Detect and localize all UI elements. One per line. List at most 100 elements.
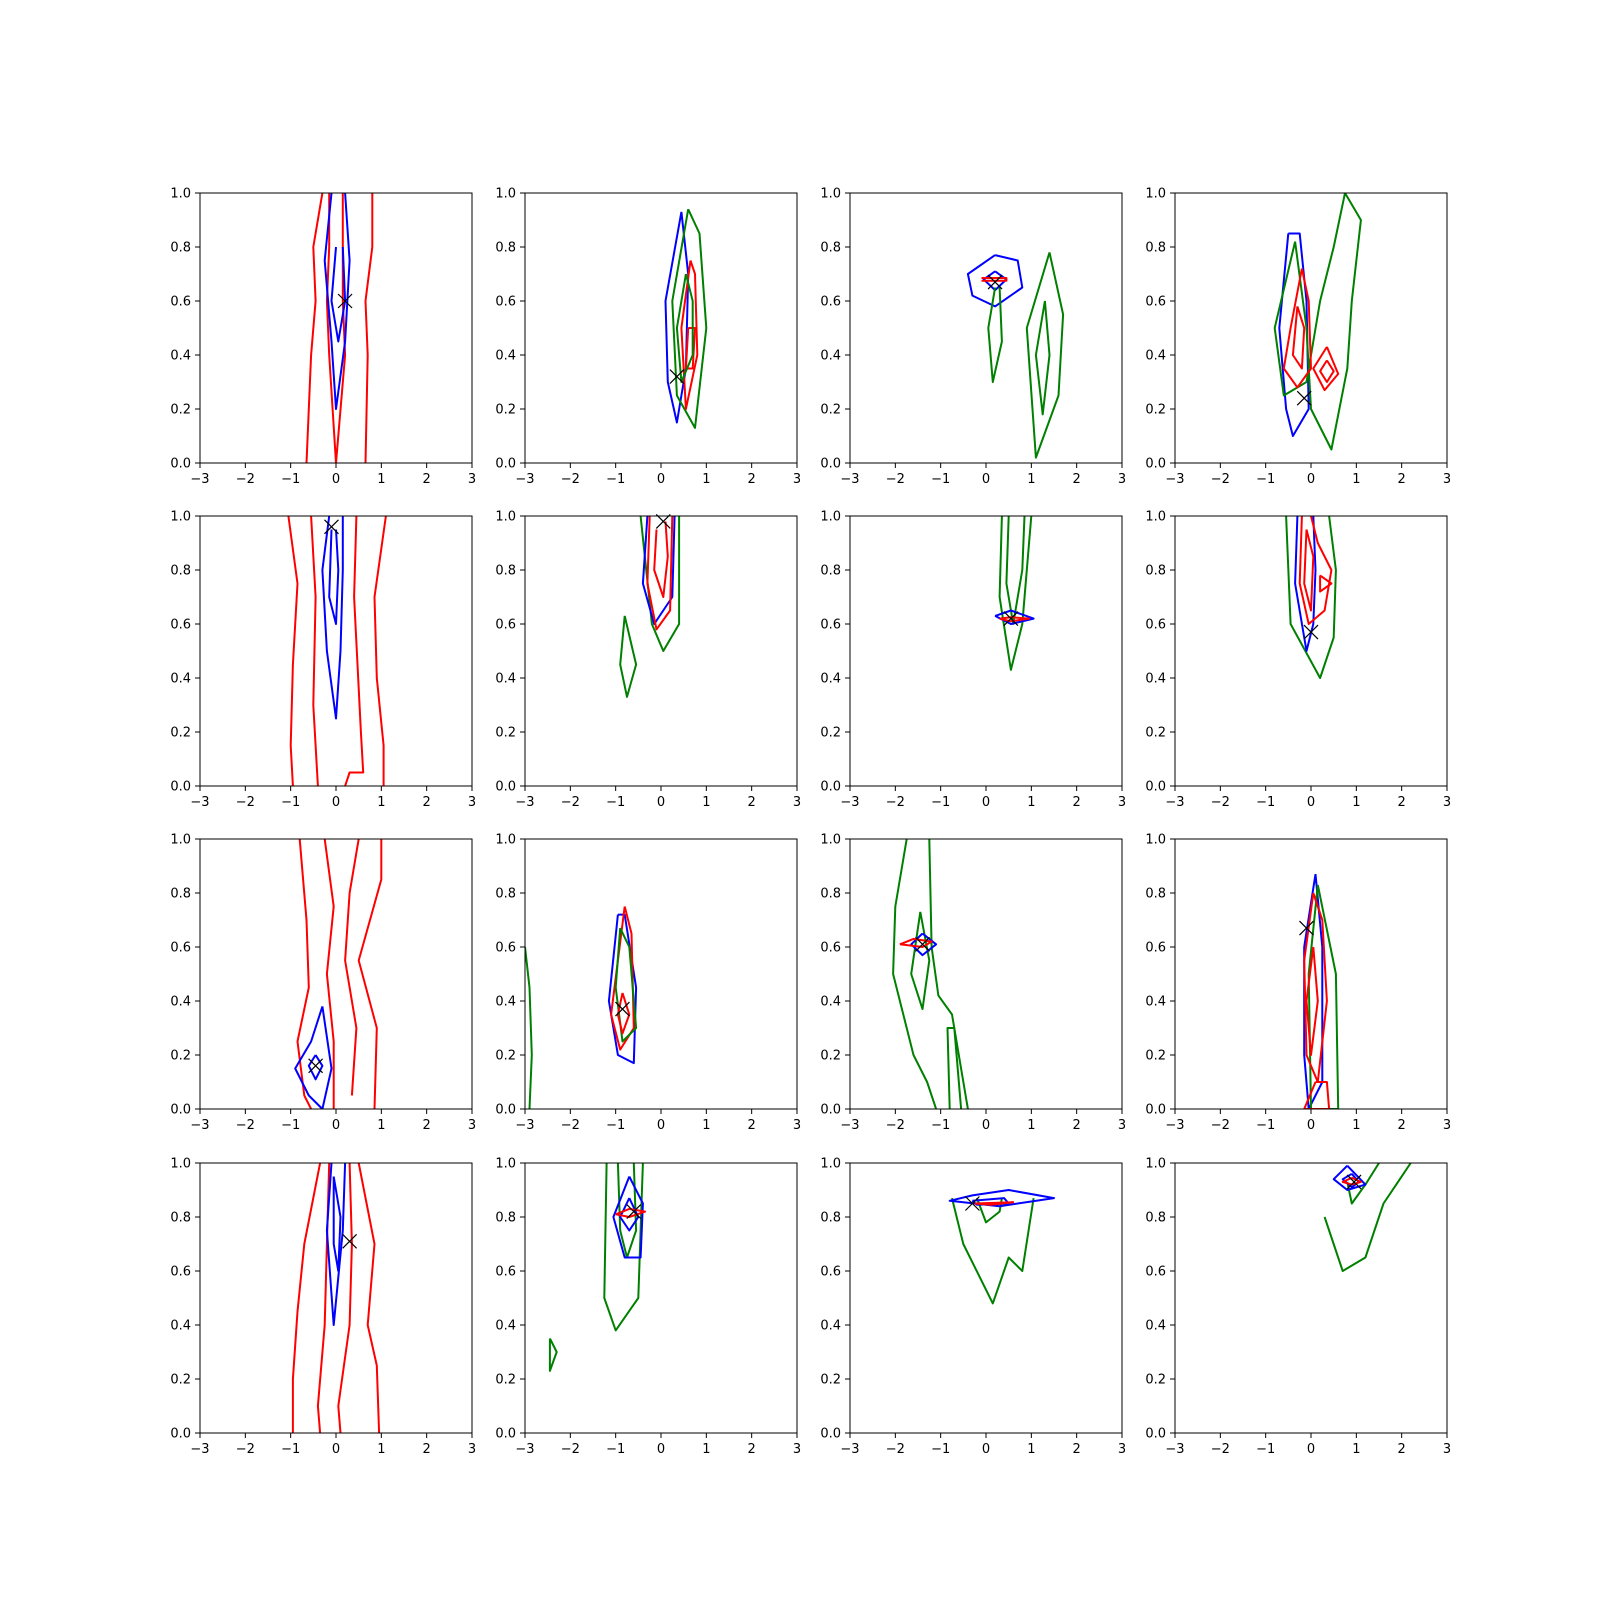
y-tick-label: 0.0 [1145, 1103, 1166, 1118]
x-tick-label: 1 [377, 795, 385, 810]
x-tick-label: 2 [423, 795, 431, 810]
contour-line-green [975, 1197, 1003, 1224]
x-marker [337, 293, 353, 309]
y-tick-label: 0.4 [170, 1319, 191, 1334]
contour-line-blue [994, 609, 1035, 625]
x-tick-label: 1 [1027, 1118, 1035, 1133]
axes-frame [524, 1162, 798, 1434]
subplot-2-1: −3 −2 −1 0 1 2 3 0.0 0.2 0.4 0.6 0.8 1.0 [170, 510, 476, 811]
x-marker [1299, 920, 1314, 936]
x-tick-label: 1 [702, 472, 710, 487]
contour-line-red [337, 1163, 353, 1433]
subplot-4-3: −3 −2 −1 0 1 2 3 0.0 0.2 0.4 0.6 0.8 1.0 [820, 1157, 1126, 1458]
y-tick-label: 0.0 [820, 1427, 841, 1442]
x-tick-label: −3 [840, 795, 859, 810]
contour-line-blue [1303, 873, 1324, 1109]
y-tick-label: 0.2 [820, 726, 841, 741]
x-tick-label: 0 [657, 1118, 665, 1133]
y-tick-label: 0.6 [820, 295, 841, 310]
x-tick-label: 3 [793, 472, 801, 487]
x-tick-label: −3 [840, 1118, 859, 1133]
x-tick-label: −3 [1165, 1118, 1184, 1133]
x-marker [964, 1196, 980, 1211]
contour-group [892, 839, 969, 1109]
subplot-3-4: −3 −2 −1 0 1 2 3 0.0 0.2 0.4 0.6 0.8 1.0 [1145, 833, 1451, 1134]
contour-line-green [671, 208, 708, 429]
x-tick-label: −1 [281, 1442, 300, 1457]
x-tick-label: −3 [190, 795, 209, 810]
x-tick-label: −1 [281, 1118, 300, 1133]
y-tick-label: 0.6 [820, 618, 841, 633]
subplot-4-1: −3 −2 −1 0 1 2 3 0.0 0.2 0.4 0.6 0.8 1.0 [170, 1157, 476, 1458]
y-tick-label: 0.6 [495, 618, 516, 633]
x-tick-label: −3 [190, 1118, 209, 1133]
y-tick-label: 0.8 [820, 887, 841, 902]
y-tick-label: 0.8 [170, 887, 191, 902]
contour-line-red [1291, 306, 1306, 370]
x-marker [987, 274, 1003, 290]
contour-line-blue [294, 1006, 333, 1109]
contour-line-green [548, 1338, 558, 1372]
x-tick-label: −1 [1256, 472, 1275, 487]
x-tick-label: −1 [1256, 795, 1275, 810]
y-tick-label: 0.6 [170, 941, 191, 956]
y-tick-label: 0.8 [170, 1211, 191, 1226]
x-marker [669, 369, 685, 385]
y-tick-label: 1.0 [495, 833, 516, 848]
x-tick-label: 0 [332, 472, 340, 487]
subplot-1-1: −3 −2 −1 0 1 2 3 0.0 0.2 0.4 0.6 0.8 1.0 [170, 187, 476, 488]
y-tick-label: 0.2 [820, 403, 841, 418]
x-tick-label: 2 [1398, 795, 1406, 810]
x-tick-label: 2 [1073, 795, 1081, 810]
contour-line-blue [948, 1189, 1055, 1208]
x-tick-label: 3 [1118, 1118, 1126, 1133]
x-tick-label: −2 [886, 472, 905, 487]
contour-line-red [373, 516, 387, 786]
y-tick-label: 0.4 [495, 995, 516, 1010]
subplot-2-4: −3 −2 −1 0 1 2 3 0.0 0.2 0.4 0.6 0.8 1.0 [1145, 510, 1451, 811]
x-tick-label: 2 [748, 1442, 756, 1457]
x-tick-label: −1 [281, 472, 300, 487]
x-tick-label: 0 [1307, 472, 1315, 487]
contour-line-blue [330, 246, 347, 343]
x-tick-label: 0 [982, 795, 990, 810]
subplot-4-2: −3 −2 −1 0 1 2 3 0.0 0.2 0.4 0.6 0.8 1.0 [495, 1157, 801, 1458]
x-tick-label: 3 [468, 1118, 476, 1133]
y-tick-label: 0.4 [495, 349, 516, 364]
contour-line-green [998, 516, 1033, 671]
x-tick-label: 0 [332, 1118, 340, 1133]
x-tick-label: 0 [982, 1118, 990, 1133]
contour-line-green [910, 911, 931, 1011]
y-tick-label: 1.0 [1145, 187, 1166, 202]
y-tick-label: 0.4 [495, 672, 516, 687]
y-tick-label: 1.0 [170, 833, 191, 848]
contour-line-green [525, 946, 533, 1109]
x-tick-label: 3 [1443, 1118, 1451, 1133]
contour-line-blue [1294, 516, 1317, 652]
y-tick-label: 1.0 [1145, 510, 1166, 525]
axes-frame [524, 838, 798, 1110]
x-tick-label: 1 [377, 1442, 385, 1457]
axes-frame [849, 515, 1123, 787]
subplot-2-3: −3 −2 −1 0 1 2 3 0.0 0.2 0.4 0.6 0.8 1.0 [820, 510, 1126, 811]
x-tick-label: −3 [515, 472, 534, 487]
contour-line-green [619, 615, 638, 698]
x-tick-label: −3 [515, 1118, 534, 1133]
y-tick-label: 0.2 [820, 1049, 841, 1064]
y-tick-label: 0.8 [820, 564, 841, 579]
x-tick-label: −2 [236, 795, 255, 810]
axes-frame [1174, 192, 1448, 464]
x-marker [915, 936, 930, 952]
y-tick-label: 0.0 [820, 1103, 841, 1118]
y-tick-label: 1.0 [1145, 1157, 1166, 1172]
x-tick-label: 1 [1027, 1442, 1035, 1457]
x-tick-label: 2 [1398, 472, 1406, 487]
y-tick-label: 1.0 [170, 1157, 191, 1172]
contour-line-red [316, 1163, 331, 1433]
contour-line-green [928, 839, 969, 1109]
contour-line-blue [966, 254, 1024, 308]
contour-line-green [987, 287, 1003, 383]
contour-line-red [344, 516, 365, 786]
axes-frame [1174, 515, 1448, 787]
